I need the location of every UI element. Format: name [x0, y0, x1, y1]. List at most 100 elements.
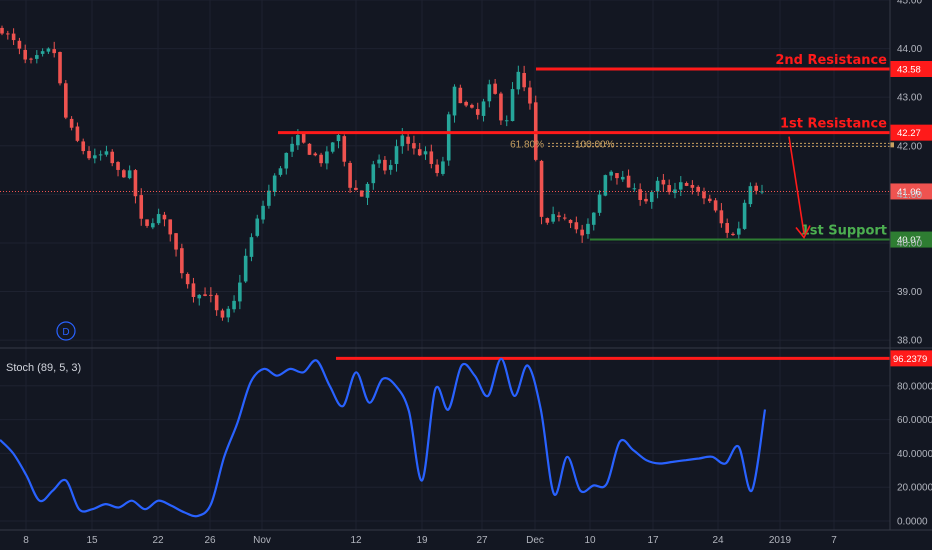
- candle-body: [487, 84, 492, 102]
- candle-body: [29, 58, 33, 60]
- candle-body: [11, 33, 16, 41]
- candle-body: [249, 237, 254, 257]
- level-tag: [890, 231, 932, 248]
- time-tick-label: 22: [152, 535, 164, 546]
- candle-body: [58, 52, 62, 84]
- candle-body: [46, 48, 51, 52]
- candle-body: [359, 190, 364, 197]
- candle-body: [214, 295, 219, 311]
- price-tick-label: 42.00: [897, 141, 922, 152]
- current-price-tag-label: 41.06: [897, 187, 921, 198]
- candle-body: [702, 191, 706, 199]
- candle-body: [365, 183, 370, 198]
- candle-body: [493, 83, 497, 94]
- candle-body: [667, 185, 671, 193]
- candle-body: [615, 173, 619, 179]
- candle-body: [296, 134, 300, 146]
- candle-body: [168, 219, 173, 235]
- price-tick-label: 43.00: [897, 93, 922, 104]
- candle-body: [644, 198, 648, 202]
- candle-body: [516, 71, 521, 90]
- candle-body: [104, 151, 109, 155]
- candle-body: [290, 143, 294, 152]
- candle-body: [238, 282, 242, 302]
- candle-body: [272, 175, 277, 192]
- candle-body: [609, 171, 613, 176]
- candle-body: [620, 176, 625, 180]
- candle-body: [174, 233, 178, 250]
- candle-body: [586, 223, 590, 235]
- candle-body: [17, 40, 22, 49]
- candle-body: [725, 223, 729, 233]
- candle-body: [122, 170, 126, 178]
- candle-body: [255, 218, 260, 236]
- candle-body: [545, 218, 550, 223]
- time-tick-label: Nov: [253, 535, 271, 546]
- candle-body: [69, 118, 74, 128]
- price-tick-label: 45.00: [897, 0, 922, 7]
- stoch-tick-label: 60.0000: [897, 415, 932, 426]
- candle-body: [330, 142, 335, 152]
- candle-body: [528, 87, 532, 104]
- candle-body: [580, 229, 584, 236]
- stoch-tick-label: 20.0000: [897, 483, 932, 494]
- candle-body: [406, 136, 410, 144]
- candle-body: [638, 189, 642, 200]
- candle-body: [383, 159, 387, 171]
- candle-body: [539, 160, 544, 217]
- candle-body: [388, 165, 393, 170]
- time-tick-label: 12: [350, 535, 362, 546]
- candle-body: [162, 214, 167, 220]
- candle-body: [133, 170, 138, 197]
- candle-body: [499, 93, 503, 121]
- candle-body: [156, 214, 161, 224]
- candle-body: [678, 182, 683, 190]
- candle-body: [574, 222, 579, 230]
- interval-badge-ring: [56, 321, 76, 341]
- level-tag: [890, 61, 932, 77]
- candle-body: [464, 101, 468, 106]
- time-tick-label: Dec: [526, 535, 544, 546]
- level-tag-label: 42.27: [897, 128, 921, 139]
- candle-body: [232, 300, 236, 310]
- candles: [0, 25, 764, 323]
- stoch-line: [0, 357, 767, 518]
- candle-body: [435, 164, 439, 174]
- candle-body: [731, 233, 735, 236]
- candle-body: [35, 55, 39, 59]
- candle-body: [127, 170, 132, 179]
- candle-body: [278, 168, 283, 175]
- interval-badge[interactable]: D: [56, 321, 76, 341]
- stoch-level-tag: [890, 350, 932, 367]
- time-tick-label: 27: [476, 535, 488, 546]
- target-arrow-head: [795, 225, 811, 240]
- stoch-tick-label: 40.0000: [897, 449, 932, 460]
- time-tick-label: 2019: [769, 535, 792, 546]
- candle-body: [301, 133, 306, 143]
- level-label: 1st Resistance: [780, 117, 887, 132]
- candle-body: [470, 104, 474, 108]
- current-price-tag: [890, 183, 932, 200]
- candle-body: [591, 212, 596, 225]
- candle-body: [139, 195, 144, 219]
- level-label: 2nd Resistance: [775, 53, 887, 68]
- candle-body: [6, 33, 10, 35]
- time-tick-label: 24: [712, 535, 724, 546]
- candle-body: [719, 210, 724, 224]
- candle-body: [522, 73, 526, 88]
- candle-body: [354, 187, 358, 190]
- candle-body: [261, 205, 265, 220]
- chart-overlays: 41.06 2nd Resistance 43.58 1st Resistance 42…: [0, 53, 932, 248]
- candle-body: [400, 135, 405, 147]
- candle-body: [52, 49, 57, 54]
- candle-body: [562, 217, 567, 219]
- fib-label: 100.00%: [575, 139, 615, 150]
- candle-body: [0, 27, 4, 34]
- stoch-tick-label: 0.0000: [897, 517, 928, 528]
- candle-body: [319, 154, 323, 164]
- indicator-title: Stoch (89, 5, 3): [6, 362, 81, 374]
- candle-body: [736, 228, 741, 235]
- candle-body: [64, 83, 68, 118]
- candle-body: [197, 294, 202, 299]
- candle-body: [209, 294, 213, 296]
